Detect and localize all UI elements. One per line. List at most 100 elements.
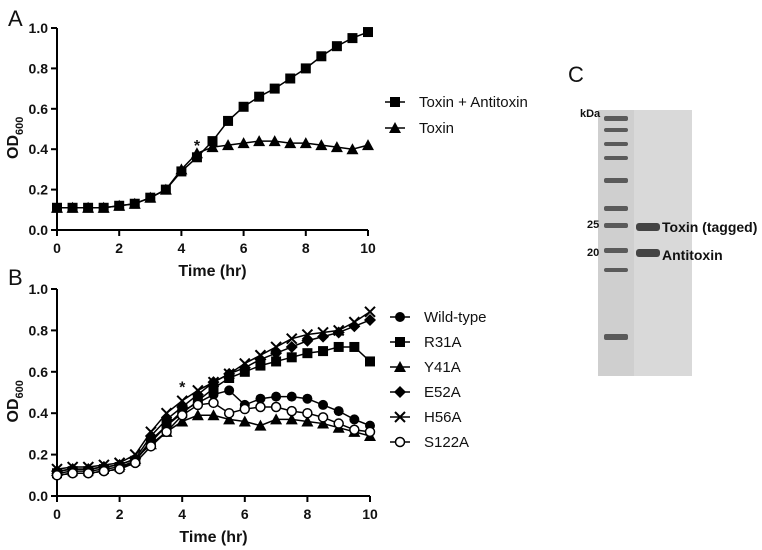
marker [316, 51, 327, 62]
legend-marker [394, 386, 406, 398]
y-tick-label: 1.0 [29, 20, 49, 36]
marker [255, 360, 266, 371]
marker [130, 457, 141, 469]
marker [318, 399, 329, 410]
y-tick-label: 0.0 [29, 222, 49, 238]
marker [333, 418, 344, 429]
legend-label: H56A [424, 409, 462, 426]
marker [83, 467, 94, 479]
legend-item: S122A [390, 434, 469, 451]
marker [333, 341, 344, 352]
legend-marker [394, 361, 406, 372]
marker [161, 426, 172, 438]
marker [223, 115, 234, 126]
marker [301, 334, 314, 347]
marker [238, 361, 251, 374]
x-tick-label: 10 [362, 506, 378, 522]
marker [286, 405, 297, 417]
marker [346, 143, 359, 155]
x-tick-label: 2 [116, 506, 124, 522]
legend-label: R31A [424, 334, 462, 351]
ladder-lane [598, 110, 634, 376]
marker [349, 414, 360, 425]
marker [318, 346, 329, 357]
marker [255, 393, 266, 404]
band-label: Toxin (tagged) [662, 219, 757, 235]
legend-label: Toxin + Antitoxin [419, 94, 528, 111]
marker [239, 403, 251, 415]
annotation: * [194, 138, 201, 155]
marker [192, 399, 204, 411]
y-tick-label: 0.0 [29, 488, 49, 504]
marker [332, 324, 345, 337]
marker [270, 401, 282, 413]
marker [128, 197, 141, 209]
marker [330, 141, 343, 153]
marker [254, 349, 267, 361]
x-tick-label: 6 [240, 240, 248, 256]
marker [364, 306, 376, 318]
marker [66, 201, 79, 213]
marker [176, 415, 189, 427]
marker [98, 465, 110, 477]
marker [317, 417, 330, 429]
x-tick-label: 4 [178, 240, 186, 256]
marker [301, 415, 314, 427]
marker [97, 201, 110, 213]
gel-panel: C kDa 25 20 Toxin (tagged) Antitoxin [568, 62, 757, 376]
chart-panel: B 0.0 0.2 0.4 0.6 0.8 1.0 0 2 4 6 8 10 Time (hr) OD600… [5, 265, 487, 546]
x-tick-label: 2 [115, 240, 123, 256]
marker [270, 341, 282, 353]
panel-label: C [568, 62, 584, 87]
y-tick-label: 0.6 [29, 364, 49, 380]
y-axis-title-sub: 600 [14, 117, 26, 135]
marker [301, 328, 314, 341]
marker [317, 412, 329, 423]
marker [286, 332, 298, 345]
marker [160, 407, 173, 419]
marker [285, 340, 298, 353]
marker [363, 27, 373, 38]
ladder-bands [604, 116, 628, 340]
marker [268, 135, 281, 147]
legend-item: Toxin + Antitoxin [385, 94, 528, 111]
marker [176, 395, 188, 407]
marker [317, 330, 330, 343]
marker [113, 199, 126, 211]
marker [159, 183, 172, 195]
marker [144, 191, 157, 203]
legend-label: Y41A [424, 359, 461, 376]
x-axis-title: Time (hr) [179, 529, 247, 546]
marker [349, 424, 360, 436]
marker [348, 316, 361, 328]
legend-item: H56A [390, 409, 462, 426]
marker [175, 163, 188, 175]
y-tick-label: 0.4 [29, 405, 49, 421]
x-axis-title: Time (hr) [178, 263, 246, 280]
marker [67, 467, 78, 479]
chart-panel: A 0.0 0.2 0.4 0.6 0.8 1.0 0 2 4 6 8 10 Time (hr) OD600… [5, 6, 528, 280]
marker [271, 391, 282, 402]
y-tick-label: 0.2 [29, 447, 49, 463]
marker [223, 368, 235, 380]
band-label: Antitoxin [662, 247, 723, 263]
legend-marker [394, 411, 406, 423]
legend-item: R31A [390, 334, 462, 351]
x-tick-label: 6 [241, 506, 249, 522]
marker [114, 463, 125, 475]
marker [333, 406, 344, 417]
marker [347, 33, 358, 44]
marker [237, 137, 250, 149]
marker [223, 407, 235, 419]
marker [300, 63, 311, 74]
marker [285, 73, 296, 84]
marker [299, 137, 312, 149]
marker [145, 441, 157, 452]
marker [332, 326, 345, 339]
marker [191, 409, 204, 421]
x-tick-label: 0 [53, 240, 61, 256]
legend-label: Toxin [419, 120, 454, 137]
